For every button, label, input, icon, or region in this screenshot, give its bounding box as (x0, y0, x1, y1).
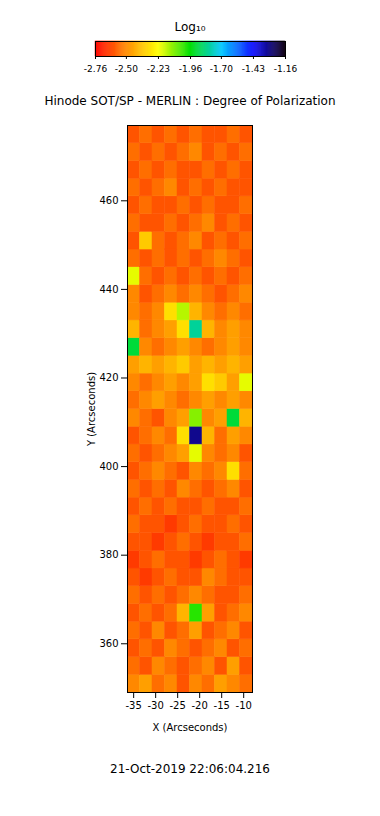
html-text:Hinode SOT/SP - MERLIN : Degre: Hinode SOT/SP - MERLIN : Degree of Polar… (44, 94, 336, 108)
svg-text:-1.43: -1.43 (242, 64, 265, 74)
svg-text:-1.70: -1.70 (210, 64, 234, 74)
svg-text:-10: -10 (236, 700, 252, 711)
svg-text:460: 460 (99, 195, 118, 206)
svg-text:-25: -25 (170, 700, 186, 711)
svg-text:-35: -35 (125, 700, 141, 711)
svg-text:380: 380 (99, 549, 118, 560)
svg-text:-2.50: -2.50 (115, 64, 139, 74)
svg-text:-2.76: -2.76 (84, 64, 108, 74)
svg-text:-30: -30 (147, 700, 163, 711)
html-text:21-Oct-2019 22:06:04.216: 21-Oct-2019 22:06:04.216 (110, 762, 270, 776)
svg-text:-2.23: -2.23 (147, 64, 170, 74)
svg-text:-1.16: -1.16 (274, 64, 298, 74)
svg-text:440: 440 (99, 284, 118, 295)
svg-text:Y (Arcseconds): Y (Arcseconds) (86, 372, 97, 447)
svg-text:-20: -20 (192, 700, 208, 711)
svg-text:420: 420 (99, 372, 118, 383)
svg-text:X (Arcseconds): X (Arcseconds) (153, 722, 228, 733)
svg-text:-1.96: -1.96 (179, 64, 203, 74)
svg-text:400: 400 (99, 461, 118, 472)
html-text:Log₁₀: Log₁₀ (174, 20, 206, 34)
svg-text:360: 360 (99, 638, 118, 649)
svg-text:-15: -15 (214, 700, 230, 711)
